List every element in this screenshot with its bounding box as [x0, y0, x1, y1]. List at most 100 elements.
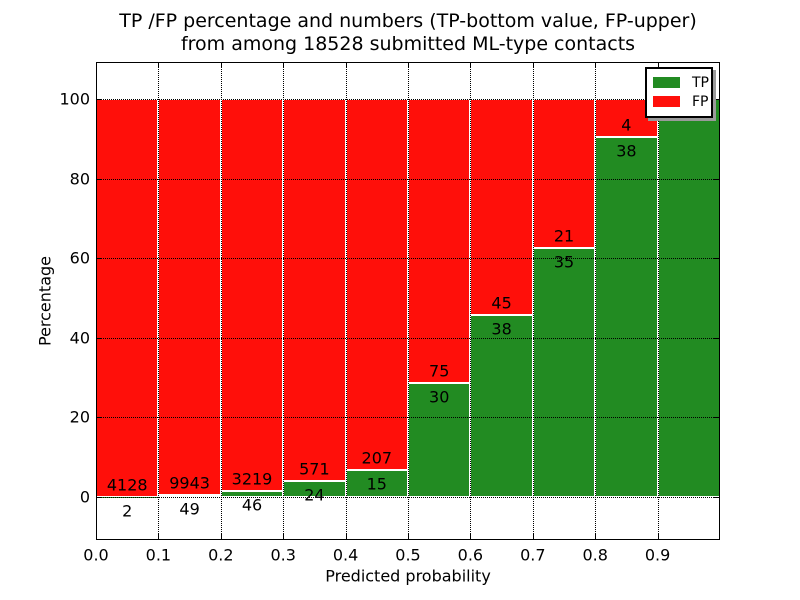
y-gridline	[96, 337, 720, 339]
legend-item-fp: FP	[647, 92, 711, 111]
x-tickmark-top	[220, 62, 222, 68]
fp-legend-label: FP	[692, 93, 709, 110]
tp-count-label: 35	[553, 252, 575, 272]
fp-bar-segment	[470, 99, 533, 315]
fp-bar-segment	[345, 99, 408, 471]
tp-bar-segment	[470, 314, 533, 497]
tp-count-label: 38	[616, 141, 637, 161]
tp-bar-segment	[158, 495, 221, 497]
tp-count-label: 24	[304, 485, 325, 505]
y-gridline	[96, 497, 720, 498]
y-tickmark-left	[96, 417, 102, 419]
x-tick-label: 0.3	[270, 545, 296, 565]
x-tickmark-top	[657, 62, 659, 68]
y-tick-label: 100	[59, 89, 90, 109]
x-tick-label: 0.6	[457, 545, 484, 565]
tp-count-label: 46	[241, 495, 263, 515]
tp-bar-segment	[408, 383, 471, 497]
y-tick-label: 0	[79, 487, 90, 507]
x-gridline	[408, 62, 409, 540]
legend-item-tp: TP	[647, 73, 711, 92]
x-tick-label: 0.9	[644, 545, 671, 565]
y-tickmark-right	[714, 178, 720, 180]
chart-title-line-2: from among 18528 submitted ML-type conta…	[180, 33, 636, 55]
x-tickmark-bottom	[345, 534, 347, 540]
fp-count-label: 9943	[169, 473, 210, 493]
y-gridline	[96, 99, 720, 100]
tp-count-label: 49	[179, 499, 200, 519]
fp-count-label: 3219	[231, 469, 273, 489]
y-tickmark-right	[714, 497, 720, 498]
y-tickmark-right	[714, 258, 720, 260]
x-tickmark-top	[470, 62, 472, 68]
x-tick-label: 0.4	[332, 545, 359, 565]
y-tick-label: 80	[69, 169, 90, 189]
x-gridline	[158, 62, 160, 540]
x-tickmark-bottom	[408, 534, 409, 540]
x-tickmark-top	[532, 62, 534, 68]
x-tickmark-bottom	[595, 534, 597, 540]
y-tick-label: 20	[69, 407, 90, 427]
x-tickmark-top	[345, 62, 347, 68]
x-axis-label: Predicted probability	[325, 566, 491, 586]
x-tick-label: 0.8	[582, 545, 608, 565]
tp-count-label: 15	[366, 474, 387, 494]
x-tick-label: 0.7	[520, 545, 546, 565]
y-axis-label: Percentage	[35, 255, 55, 347]
y-tickmark-left	[96, 337, 102, 339]
fp-bar-segment	[220, 99, 284, 492]
y-tickmark-left	[96, 258, 102, 260]
fp-legend-swatch	[653, 96, 680, 107]
tp-bar-segment	[283, 480, 346, 497]
y-gridline	[96, 417, 720, 419]
tp-bar-segment	[595, 136, 658, 497]
tp-legend-swatch	[653, 77, 680, 88]
x-tickmark-bottom	[657, 534, 659, 540]
fp-bar-segment	[158, 99, 221, 496]
x-gridline	[532, 62, 534, 540]
x-tickmark-top	[96, 62, 97, 68]
fp-count-label: 207	[361, 448, 393, 468]
y-tick-label: 40	[69, 328, 90, 348]
y-tick-label: 60	[69, 248, 90, 268]
chart-title-line-1: TP /FP percentage and numbers (TP-bottom…	[119, 10, 697, 32]
x-tickmark-bottom	[532, 534, 534, 540]
y-gridline	[96, 178, 720, 180]
y-tickmark-left	[96, 497, 102, 498]
tp-legend-label: TP	[692, 74, 709, 91]
plot-area: 4128 2 9943 49 3219 46 571 24 207 15 75 30 45 38 21 35 4…	[96, 62, 720, 540]
x-gridline	[220, 62, 222, 540]
x-tick-label: 0.2	[208, 545, 234, 565]
x-tickmark-bottom	[470, 534, 472, 540]
fp-bar-segment	[283, 99, 346, 481]
x-gridline	[595, 62, 597, 540]
fp-count-label: 75	[429, 361, 450, 381]
fp-bar-segment	[96, 99, 159, 497]
tp-count-label: 2	[122, 501, 133, 521]
x-gridline	[470, 62, 472, 540]
fp-count-label: 571	[299, 459, 330, 479]
y-gridline	[96, 258, 720, 260]
fp-count-label: 21	[553, 226, 575, 246]
x-tick-label: 0.1	[145, 545, 172, 565]
tp-bar-segment	[657, 99, 720, 497]
x-tickmark-top	[595, 62, 597, 68]
x-gridline	[657, 62, 659, 540]
x-tickmark-bottom	[96, 534, 97, 540]
x-tick-label: 0.0	[83, 545, 109, 565]
y-tickmark-left	[96, 178, 102, 180]
x-gridline	[96, 62, 97, 540]
x-gridline	[345, 62, 347, 540]
fp-count-label: 4	[621, 115, 632, 135]
chart-title: TP /FP percentage and numbers (TP-bottom…	[96, 10, 720, 56]
tp-bar-segment	[532, 248, 596, 497]
x-tickmark-bottom	[220, 534, 222, 540]
x-tickmark-top	[283, 62, 285, 68]
tp-bar-segment	[220, 491, 284, 497]
y-tickmark-left	[96, 99, 102, 100]
fp-count-label: 45	[491, 293, 512, 313]
x-tickmark-top	[408, 62, 409, 68]
x-tickmark-bottom	[158, 534, 160, 540]
legend: TP FP	[645, 67, 713, 118]
